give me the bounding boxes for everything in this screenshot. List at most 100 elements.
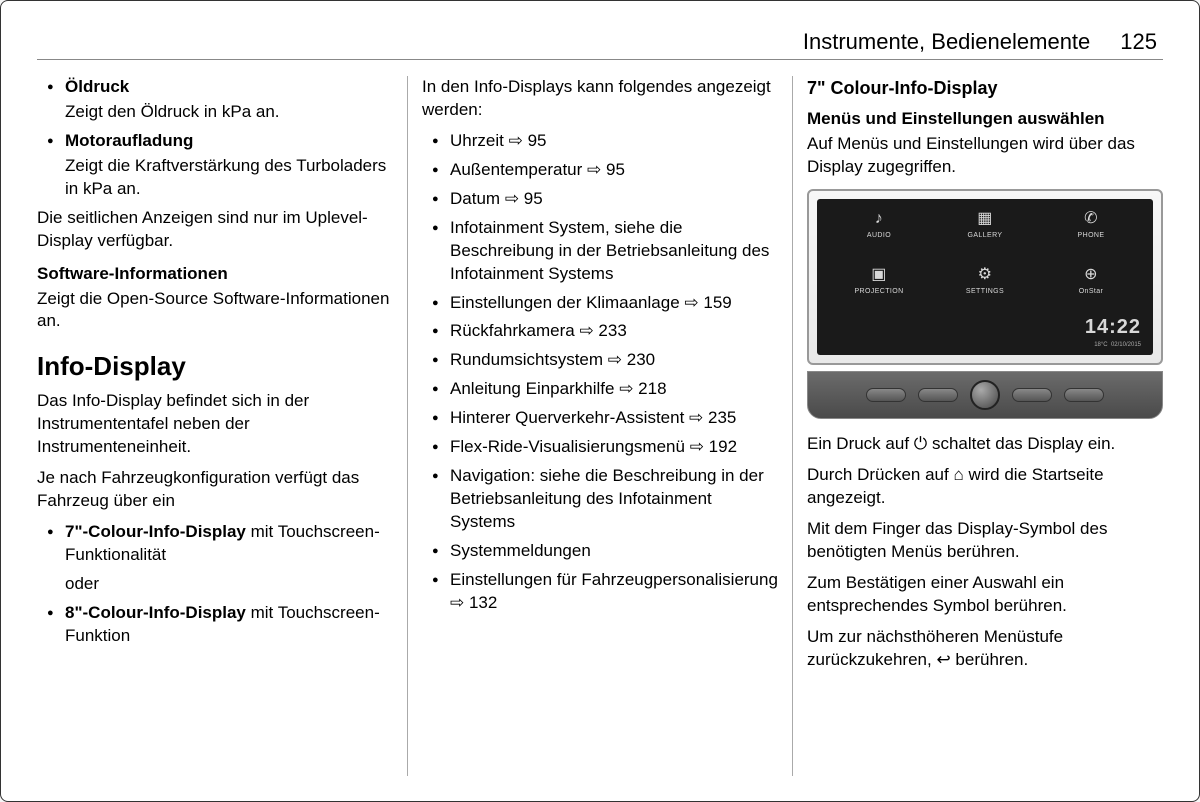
content-columns: Öldruck Zeigt den Öldruck in kPa an. Mot…	[37, 76, 1163, 776]
confirm-text: Zum Bestätigen einer Auswahl ein entspre…	[807, 572, 1163, 618]
icon-label: SETTINGS	[966, 287, 1004, 296]
list-item: Systemmeldungen	[422, 540, 778, 563]
home-icon: ⌂	[953, 465, 963, 484]
home-press-text: Durch Drücken auf ⌂ wird die Startseite …	[807, 464, 1163, 510]
bullet-icon	[37, 76, 65, 124]
icon-label: PHONE	[1078, 231, 1105, 240]
item-text: Einstellungen der Klimaanlage	[450, 293, 680, 312]
list-item: Uhrzeit ⇨ 95	[422, 130, 778, 153]
bullet-icon	[422, 407, 450, 430]
info-display-heading: Info-Display	[37, 349, 393, 384]
home-screen-icon: ✆ PHONE	[1041, 209, 1141, 258]
item-text: Anleitung Einparkhilfe	[450, 379, 614, 398]
page-ref: ⇨ 235	[684, 408, 736, 427]
control-button	[918, 388, 958, 402]
software-info-heading: Software-Informationen	[37, 263, 393, 286]
list-item: Hinterer Querverkehr-Assistent ⇨ 235	[422, 407, 778, 430]
bullet-icon	[422, 465, 450, 534]
control-button	[1064, 388, 1104, 402]
bullet-icon	[422, 188, 450, 211]
column-3: 7" Colour-Info-Display Menüs und Einstel…	[793, 76, 1163, 776]
list-item: 7"-Colour-Info-Display mit Touchscreen-F…	[37, 521, 393, 596]
bullet-icon	[422, 217, 450, 286]
settings-icon: ⚙	[974, 265, 996, 285]
item-text: Hinterer Querverkehr-Assistent	[450, 408, 684, 427]
page-ref: ⇨ 218	[614, 379, 666, 398]
item-text: Infotainment System, siehe die Beschreib…	[450, 218, 769, 283]
software-info-body: Zeigt die Open-Source Software-Informati…	[37, 288, 393, 334]
column-1: Öldruck Zeigt den Öldruck in kPa an. Mot…	[37, 76, 407, 776]
power-icon: ⏻	[914, 434, 927, 453]
bullet-icon	[422, 320, 450, 343]
touch-menu-text: Mit dem Finger das Display-Symbol des be…	[807, 518, 1163, 564]
bullet-icon	[37, 130, 65, 201]
list-item: Anleitung Einparkhilfe ⇨ 218	[422, 378, 778, 401]
page-ref: ⇨ 159	[680, 293, 732, 312]
home-screen-icon: ▦ GALLERY	[935, 209, 1035, 258]
infotainment-illustration: ♪ AUDIO ▦ GALLERY ✆ PHONE ▣ PROJECTION ⚙ SETTINGS…	[807, 189, 1163, 419]
oil-boost-list: Öldruck Zeigt den Öldruck in kPa an. Mot…	[37, 76, 393, 201]
bullet-icon	[422, 159, 450, 182]
item-desc: Zeigt den Öldruck in kPa an.	[65, 101, 393, 124]
bullet-icon	[422, 378, 450, 401]
info-display-contents-list: Uhrzeit ⇨ 95 Außentemperatur ⇨ 95 Datum ⇨ …	[422, 130, 778, 615]
back-icon: ↩	[936, 650, 950, 669]
item-text: Flex-Ride-Visualisierungsmenü	[450, 437, 685, 456]
display-option-bold: 7"-Colour-Info-Display	[65, 522, 246, 541]
list-item: Außentemperatur ⇨ 95	[422, 159, 778, 182]
home-screen-icon: ▣ PROJECTION	[829, 265, 929, 314]
info-display-p2: Je nach Fahrzeugkonfiguration verfügt da…	[37, 467, 393, 513]
back-text: Um zur nächsthöheren Menüstufe zurückzuk…	[807, 626, 1163, 672]
menus-body: Auf Menüs und Einstellungen wird über da…	[807, 133, 1163, 179]
menus-subheading: Menüs und Einstellungen auswählen	[807, 108, 1163, 131]
screen: ♪ AUDIO ▦ GALLERY ✆ PHONE ▣ PROJECTION ⚙ SETTINGS…	[817, 199, 1153, 355]
screen-time: 14:22	[1085, 314, 1141, 341]
list-item: Navigation: siehe die Beschreibung in de…	[422, 465, 778, 534]
list-item: Rundumsichtsystem ⇨ 230	[422, 349, 778, 372]
home-icon-grid: ♪ AUDIO ▦ GALLERY ✆ PHONE ▣ PROJECTION ⚙ SETTINGS…	[829, 209, 1141, 314]
bullet-icon	[37, 521, 65, 596]
display-option-bold: 8"-Colour-Info-Display	[65, 603, 246, 622]
icon-label: OnStar	[1079, 287, 1104, 296]
list-item: Flex-Ride-Visualisierungsmenü ⇨ 192	[422, 436, 778, 459]
list-item: Rückfahrkamera ⇨ 233	[422, 320, 778, 343]
item-desc: Zeigt die Kraftverstärkung des Turbolade…	[65, 155, 393, 201]
item-text: Rundumsichtsystem	[450, 350, 603, 369]
projection-icon: ▣	[868, 265, 890, 285]
header-rule	[37, 59, 1163, 60]
item-label: Motoraufladung	[65, 130, 393, 153]
audio-icon: ♪	[868, 209, 890, 229]
screen-bezel: ♪ AUDIO ▦ GALLERY ✆ PHONE ▣ PROJECTION ⚙ SETTINGS…	[807, 189, 1163, 365]
page-ref: ⇨ 230	[603, 350, 655, 369]
item-text: Einstellungen für Fahrzeugpersonalisieru…	[450, 570, 778, 589]
display-option-after: oder	[65, 573, 393, 596]
item-text: Navigation: siehe die Beschreibung in de…	[450, 466, 764, 531]
onstar-icon: ⊕	[1080, 265, 1102, 285]
list-item: Datum ⇨ 95	[422, 188, 778, 211]
phone-icon: ✆	[1080, 209, 1102, 229]
icon-label: AUDIO	[867, 231, 891, 240]
item-text: Datum	[450, 189, 500, 208]
column-2: In den Info-Displays kann folgendes ange…	[408, 76, 792, 776]
control-knob	[970, 380, 1000, 410]
list-item: 8"-Colour-Info-Display mit Touchscreen-F…	[37, 602, 393, 648]
item-text: Außentemperatur	[450, 160, 582, 179]
icon-label: GALLERY	[968, 231, 1003, 240]
header-title: Instrumente, Bedienelemente	[803, 29, 1090, 55]
manual-page: Instrumente, Bedienelemente 125 Öldruck …	[0, 0, 1200, 802]
display-options-list: 7"-Colour-Info-Display mit Touchscreen-F…	[37, 521, 393, 648]
list-item: Öldruck Zeigt den Öldruck in kPa an.	[37, 76, 393, 124]
list-item: Einstellungen der Klimaanlage ⇨ 159	[422, 292, 778, 315]
item-label: Öldruck	[65, 76, 393, 99]
bullet-icon	[422, 436, 450, 459]
physical-controls	[807, 371, 1163, 419]
icon-label: PROJECTION	[854, 287, 903, 296]
list-item: Motoraufladung Zeigt die Kraftverstärkun…	[37, 130, 393, 201]
colour-display-heading: 7" Colour-Info-Display	[807, 76, 1163, 100]
bullet-icon	[37, 602, 65, 648]
screen-status-bar: 14:22 18°C 02/10/2015	[829, 314, 1141, 349]
gallery-icon: ▦	[974, 209, 996, 229]
bullet-icon	[422, 292, 450, 315]
screen-sub-info: 18°C 02/10/2015	[1094, 341, 1141, 349]
item-text: Rückfahrkamera	[450, 321, 575, 340]
